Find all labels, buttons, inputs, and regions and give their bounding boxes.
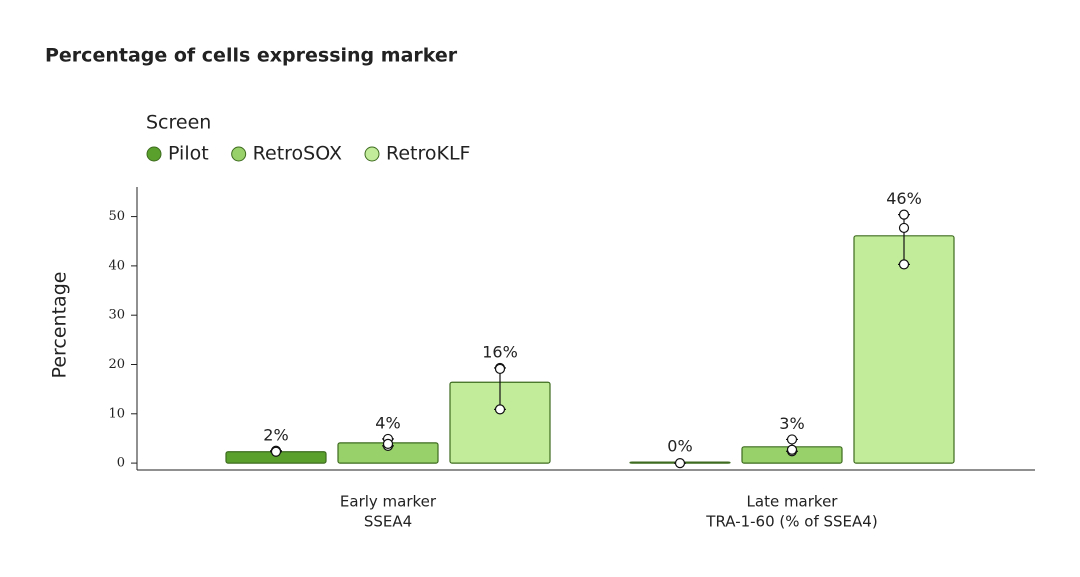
y-tick-label: 0 xyxy=(117,456,125,471)
y-axis-label: Percentage xyxy=(49,272,71,379)
legend-swatch xyxy=(364,146,380,162)
data-point xyxy=(786,434,798,445)
value-label: 3% xyxy=(779,414,804,433)
chart-title: Percentage of cells expressing marker xyxy=(45,45,458,67)
x-tick-label: Early marker xyxy=(340,493,437,511)
y-tick-label: 40 xyxy=(108,258,125,273)
legend-label: RetroSOX xyxy=(253,143,342,165)
value-label: 46% xyxy=(886,189,922,208)
data-point xyxy=(382,438,394,449)
data-point xyxy=(786,444,798,455)
value-label: 4% xyxy=(375,413,400,432)
data-point xyxy=(494,404,506,415)
x-tick-label: TRA-1-60 (% of SSEA4) xyxy=(705,513,877,531)
legend-label: RetroKLF xyxy=(386,143,470,165)
legend-title: Screen xyxy=(146,112,211,134)
data-point xyxy=(270,446,282,457)
legend-swatch xyxy=(146,146,162,162)
value-label: 2% xyxy=(263,425,288,444)
data-point xyxy=(898,259,910,270)
data-point xyxy=(674,457,686,469)
y-tick-label: 10 xyxy=(108,406,125,421)
x-tick-label: SSEA4 xyxy=(364,513,412,531)
x-tick-label: Late marker xyxy=(747,493,839,511)
data-point xyxy=(898,222,910,234)
y-tick-label: 50 xyxy=(108,209,125,224)
legend-label: Pilot xyxy=(168,143,209,165)
data-point xyxy=(898,209,910,220)
bar xyxy=(853,235,955,464)
value-label: 0% xyxy=(667,437,692,456)
data-point xyxy=(494,363,506,375)
y-tick-label: 30 xyxy=(108,308,125,323)
legend-swatch xyxy=(231,146,247,162)
value-label: 16% xyxy=(482,342,518,361)
y-tick-label: 20 xyxy=(108,357,125,372)
